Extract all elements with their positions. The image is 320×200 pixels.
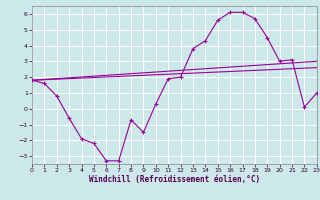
X-axis label: Windchill (Refroidissement éolien,°C): Windchill (Refroidissement éolien,°C): [89, 175, 260, 184]
